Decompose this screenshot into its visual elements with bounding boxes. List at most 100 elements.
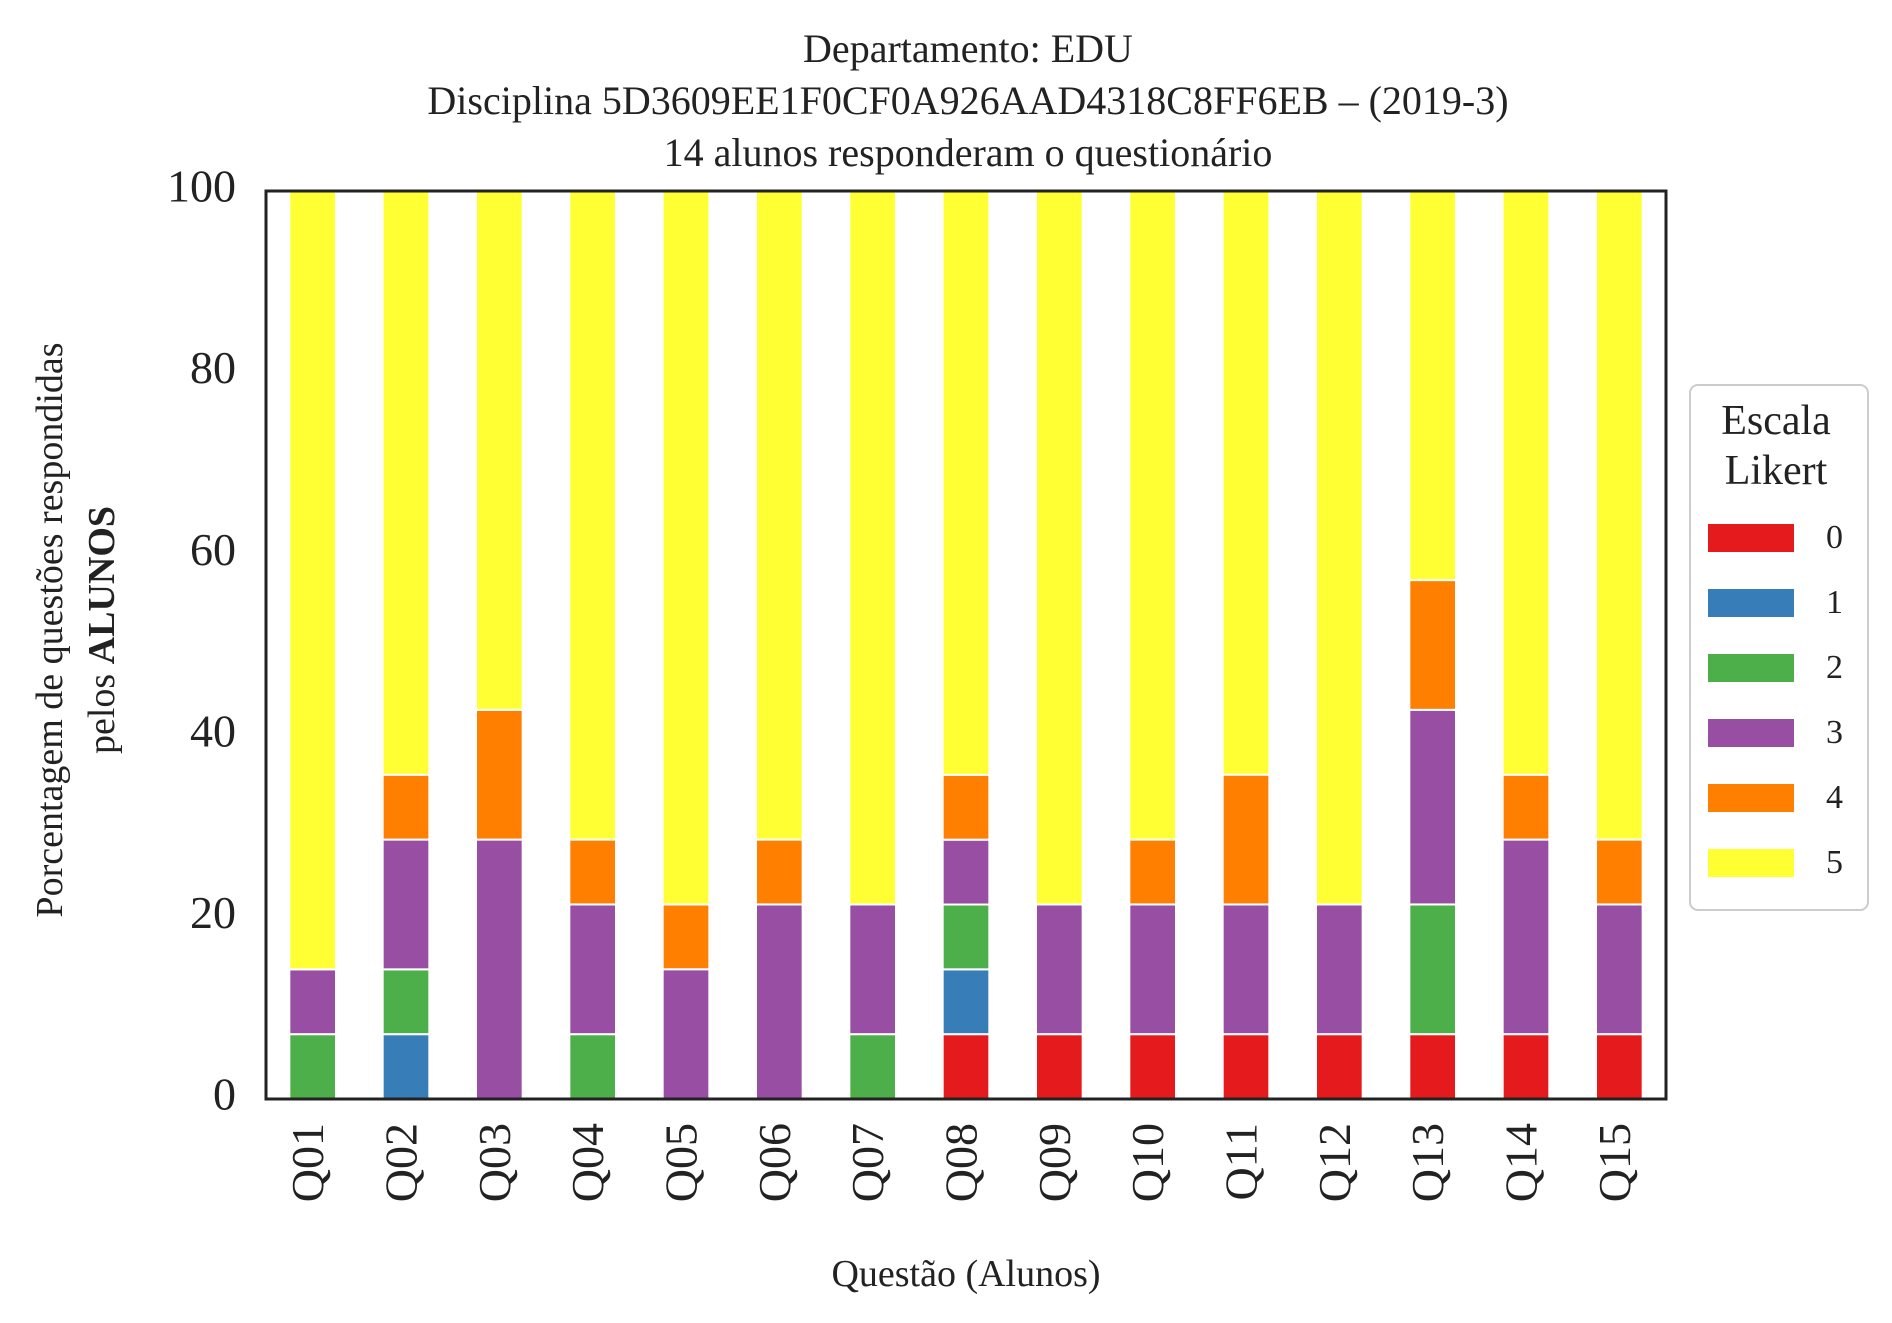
x-tick-label-Q15: Q15: [1589, 1123, 1640, 1202]
bar-segment-Q02-likert-5: [381, 190, 431, 776]
bar-segment-Q04-likert-4: [568, 838, 618, 906]
bar-segment-Q06-likert-5: [755, 190, 804, 841]
y-axis-title: Porcentagem de questões respondidas pelo…: [29, 342, 123, 917]
bar-segment-Q14-likert-5: [1501, 190, 1551, 776]
y-tick-label-20: 20: [190, 887, 236, 938]
y-axis-title-line-2: pelos ALUNOS: [81, 506, 123, 754]
bar-segment-Q08-likert-2: [941, 903, 991, 971]
y-tick-label-0: 0: [213, 1069, 236, 1120]
x-tick-label-Q07: Q07: [842, 1123, 893, 1202]
x-tick-label-Q06: Q06: [749, 1123, 800, 1202]
chart-title-line-1: Departamento: EDU: [803, 26, 1133, 71]
y-axis-title-prefix: pelos: [81, 664, 123, 754]
y-ticks-group: 0 20 40 60 80 100: [167, 161, 236, 1120]
bar-segment-Q01-likert-5: [288, 190, 337, 971]
bar-segment-Q12-likert-5: [1315, 190, 1364, 906]
bar-segment-Q11-likert-5: [1221, 189, 1271, 776]
legend-label-2: 2: [1826, 649, 1843, 686]
legend-label-4: 4: [1826, 779, 1843, 816]
legend-swatch-2: [1708, 654, 1794, 682]
y-tick-label-60: 60: [190, 524, 236, 575]
x-tick-label-Q03: Q03: [469, 1123, 520, 1202]
bar-segment-Q13-likert-0: [1408, 1033, 1457, 1101]
legend-title-line-2: Likert: [1725, 448, 1828, 494]
legend-label-3: 3: [1826, 714, 1843, 751]
legend: Escala Likert 0 1 2 3 4 5: [1689, 384, 1869, 911]
x-tick-label-Q05: Q05: [656, 1123, 707, 1202]
bar-segment-Q13-likert-3: [1408, 708, 1457, 906]
x-tick-label-Q14: Q14: [1496, 1123, 1547, 1202]
legend-items: 0 1 2 3 4 5: [1708, 519, 1843, 881]
bar-segment-Q09-likert-5: [1035, 190, 1084, 906]
bar-segment-Q07-likert-5: [848, 190, 898, 906]
bar-segment-Q02-likert-2: [381, 968, 431, 1036]
y-axis-title-line-1: Porcentagem de questões respondidas: [29, 342, 71, 917]
bar-segment-Q06-likert-4: [755, 838, 804, 906]
bar-segment-Q03-likert-5: [475, 190, 524, 711]
chart-title-line-3: 14 alunos responderam o questionário: [664, 130, 1273, 175]
bar-segment-Q08-likert-0: [941, 1033, 991, 1101]
bar-segment-Q15-likert-3: [1595, 903, 1644, 1036]
bar-segment-Q13-likert-4: [1408, 579, 1457, 711]
legend-box: [1689, 384, 1869, 911]
legend-swatch-5: [1708, 849, 1794, 877]
legend-title-line-1: Escala: [1721, 398, 1831, 444]
x-tick-label-Q09: Q09: [1029, 1123, 1080, 1202]
legend-label-1: 1: [1826, 584, 1843, 621]
y-axis-title-bold: ALUNOS: [81, 506, 123, 664]
x-axis-title: Questão (Alunos): [831, 1253, 1100, 1295]
bar-segment-Q02-likert-4: [381, 773, 431, 841]
x-tick-label-Q08: Q08: [936, 1123, 987, 1202]
legend-label-0: 0: [1826, 519, 1843, 556]
bar-segment-Q04-likert-5: [568, 190, 618, 841]
bar-segment-Q08-likert-4: [941, 773, 991, 841]
y-tick-label-40: 40: [190, 705, 236, 756]
x-tick-label-Q12: Q12: [1309, 1123, 1360, 1202]
bar-segment-Q04-likert-3: [568, 903, 618, 1036]
bar-segment-Q09-likert-0: [1035, 1033, 1084, 1101]
x-tick-label-Q02: Q02: [376, 1123, 427, 1202]
bar-segment-Q07-likert-3: [848, 903, 898, 1036]
bar-segment-Q08-likert-5: [941, 190, 991, 776]
bar-segment-Q02-likert-3: [381, 838, 431, 971]
bar-segment-Q13-likert-5: [1408, 189, 1457, 582]
bar-segment-Q08-likert-3: [941, 838, 991, 906]
bar-segment-Q15-likert-0: [1595, 1033, 1644, 1101]
bar-segment-Q13-likert-2: [1408, 903, 1457, 1036]
bar-segment-Q03-likert-3: [475, 838, 524, 1101]
bar-segment-Q10-likert-3: [1128, 903, 1177, 1036]
bar-segment-Q11-likert-0: [1221, 1033, 1271, 1101]
y-tick-label-100: 100: [167, 161, 236, 212]
bar-segment-Q02-likert-1: [381, 1033, 431, 1101]
bar-segment-Q12-likert-3: [1315, 903, 1364, 1036]
bar-segment-Q01-likert-3: [288, 968, 337, 1036]
x-tick-label-Q13: Q13: [1402, 1123, 1453, 1202]
bar-segment-Q11-likert-4: [1221, 773, 1271, 906]
legend-swatch-0: [1708, 524, 1794, 552]
x-tick-label-Q04: Q04: [562, 1123, 613, 1202]
x-tick-label-Q11: Q11: [1216, 1123, 1267, 1201]
bar-segment-Q15-likert-5: [1595, 190, 1644, 841]
legend-label-5: 5: [1826, 844, 1843, 881]
bar-segment-Q10-likert-5: [1128, 190, 1177, 841]
bar-segment-Q10-likert-0: [1128, 1033, 1177, 1101]
bar-segment-Q15-likert-4: [1595, 838, 1644, 906]
x-ticks-group: Q01 Q02 Q03 Q04 Q05 Q06 Q07 Q08 Q09 Q10 Q11 Q12 Q13 Q…: [282, 1123, 1640, 1202]
bar-segment-Q14-likert-4: [1501, 773, 1551, 841]
bar-segment-Q09-likert-3: [1035, 903, 1084, 1036]
bar-segment-Q08-likert-1: [941, 968, 991, 1036]
bar-segment-Q01-likert-2: [288, 1033, 337, 1101]
bar-segment-Q11-likert-3: [1221, 903, 1271, 1036]
bar-segment-Q03-likert-4: [475, 708, 524, 841]
legend-swatch-3: [1708, 719, 1794, 747]
bar-segment-Q07-likert-2: [848, 1033, 898, 1101]
bar-segment-Q14-likert-3: [1501, 838, 1551, 1036]
legend-swatch-1: [1708, 589, 1794, 617]
bar-segment-Q10-likert-4: [1128, 838, 1177, 906]
bar-segment-Q05-likert-3: [661, 968, 711, 1100]
bar-segment-Q04-likert-2: [568, 1033, 618, 1101]
bar-segment-Q14-likert-0: [1501, 1033, 1551, 1101]
bars-group: [288, 189, 1644, 1101]
x-tick-label-Q10: Q10: [1122, 1123, 1173, 1202]
